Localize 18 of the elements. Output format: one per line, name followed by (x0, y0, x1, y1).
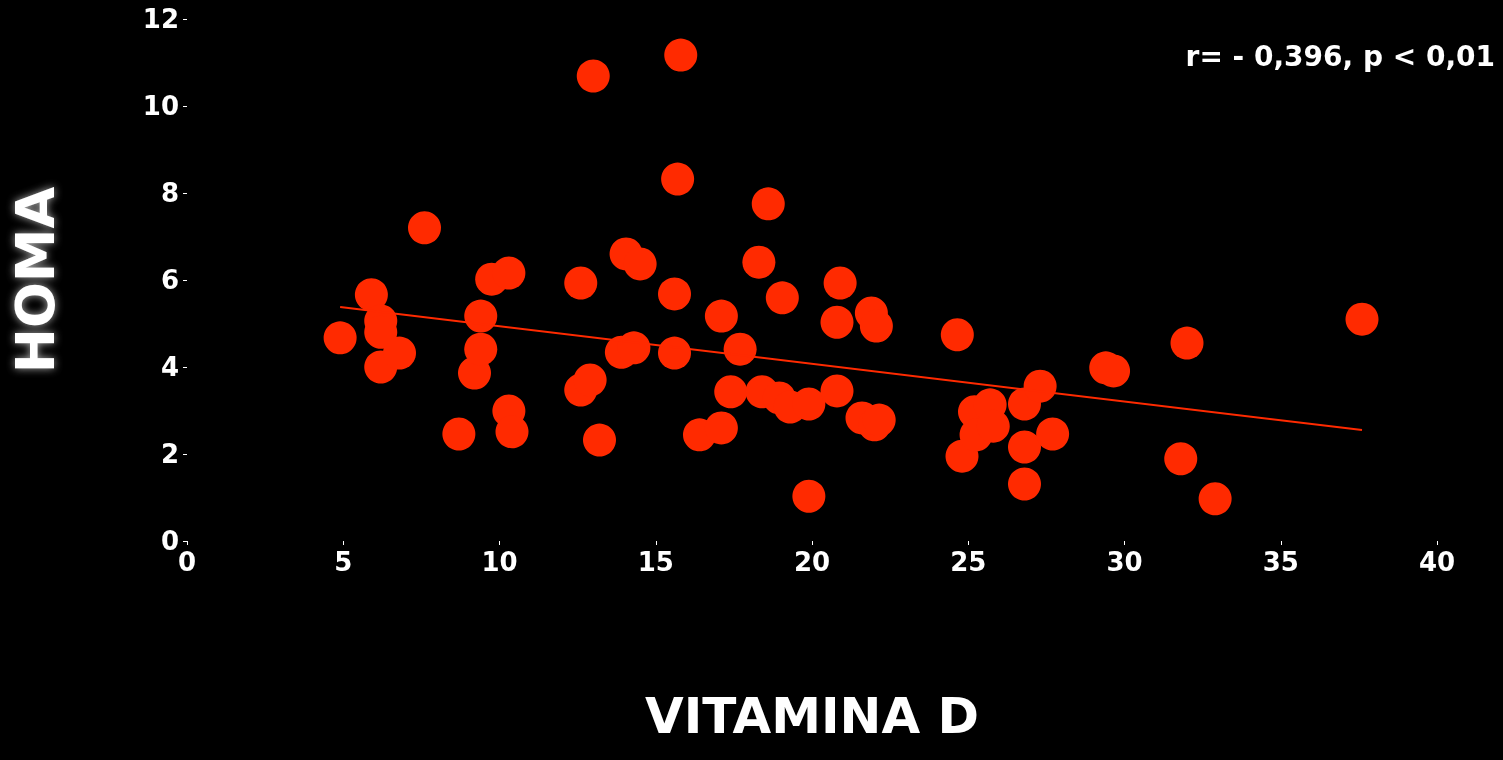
y-tick-label: 12 (142, 4, 179, 34)
y-tick-label: 6 (160, 265, 179, 295)
x-tick-label: 20 (793, 547, 831, 577)
y-axis-title: HOMA (3, 186, 67, 374)
y-tick-label: 10 (142, 91, 179, 121)
annotation: r= - 0,396, p < 0,01 (1185, 39, 1495, 73)
y-tick-label: 2 (160, 439, 179, 469)
x-tick-label: 25 (950, 547, 987, 577)
x-tick-label: 15 (637, 547, 674, 577)
x-tick-label: 5 (334, 547, 353, 577)
y-tick-label: 8 (160, 178, 179, 208)
y-tick-label: 0 (160, 526, 179, 556)
x-tick-label: 10 (481, 547, 518, 577)
x-axis-title: VITAMINA D (644, 687, 980, 745)
x-tick-label: 30 (1106, 547, 1143, 577)
x-tick-label: 40 (1418, 547, 1456, 577)
x-tick-label: 35 (1262, 547, 1299, 577)
y-tick-label: 4 (160, 352, 179, 382)
